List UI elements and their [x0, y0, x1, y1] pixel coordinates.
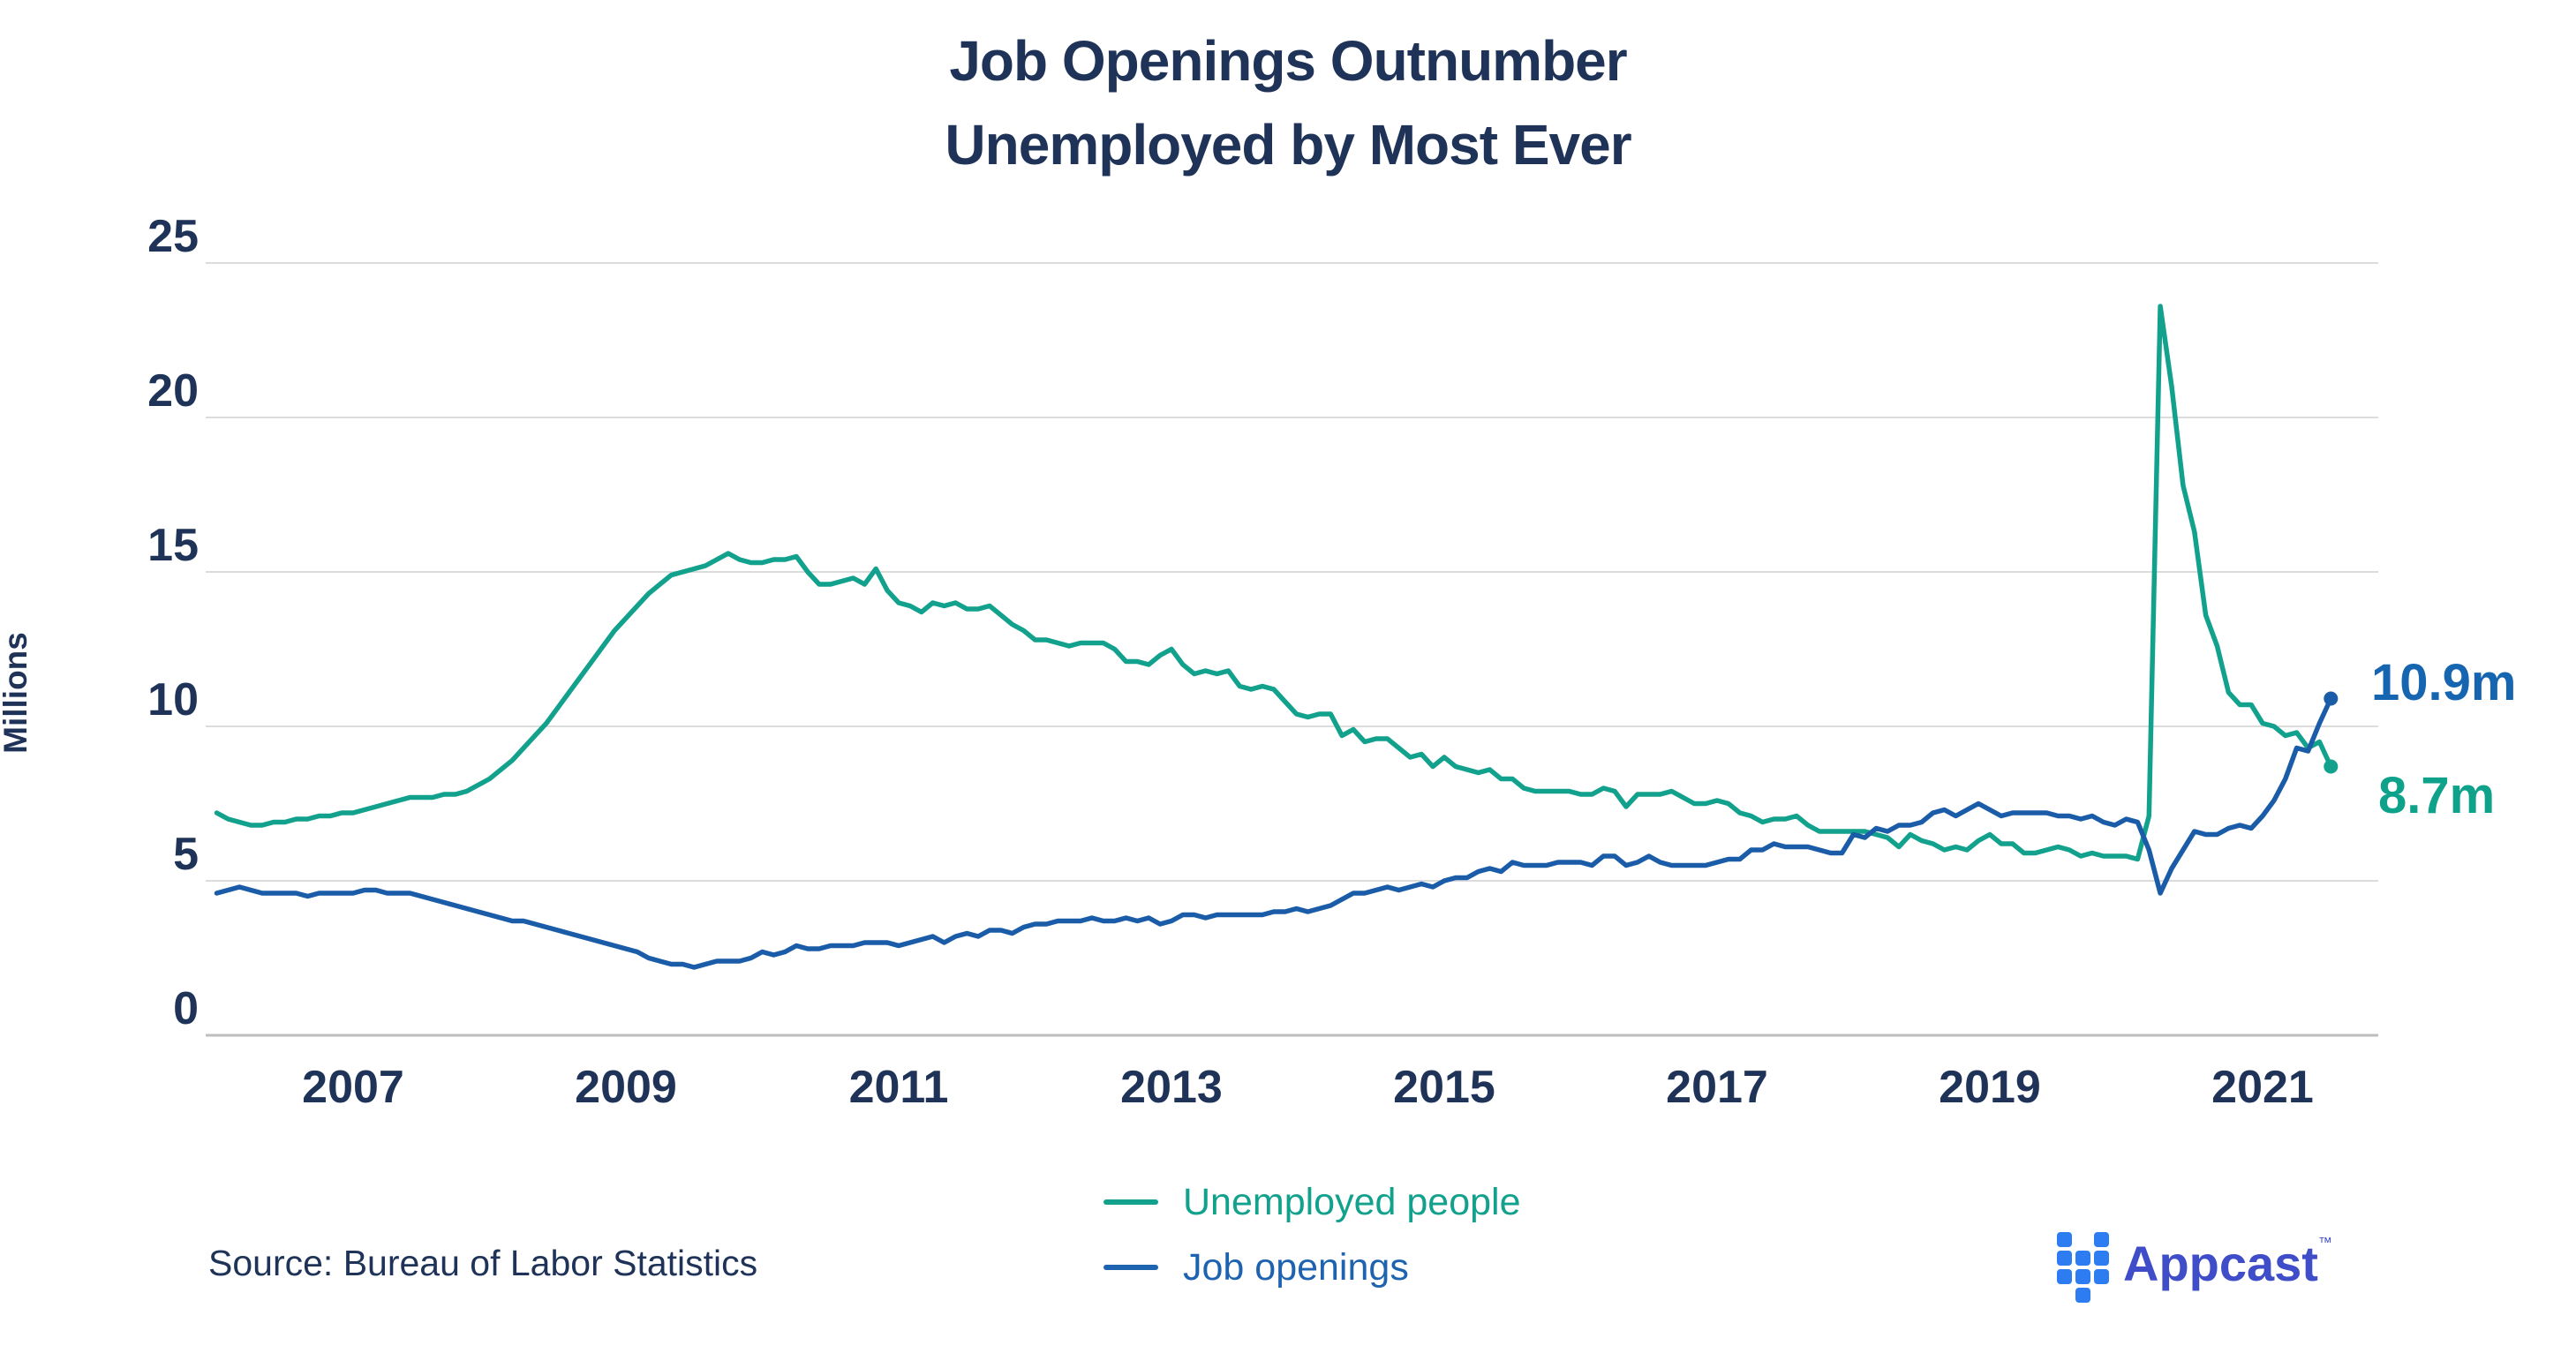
x-tick-2011: 2011	[848, 1062, 949, 1113]
y-tick-10: 10	[147, 674, 199, 725]
x-tick-2007: 2007	[302, 1062, 404, 1113]
legend-label-openings: Job openings	[1183, 1245, 1409, 1289]
y-tick-25: 25	[147, 211, 199, 262]
trademark-symbol: ™	[2317, 1236, 2332, 1251]
x-tick-2021: 2021	[2211, 1062, 2314, 1113]
y-tick-5: 5	[173, 829, 199, 880]
chart-title-line1: Job Openings Outnumber	[949, 29, 1627, 93]
openings-end-value-label: 10.9m	[2371, 654, 2517, 711]
job-openings-line	[214, 695, 2334, 970]
x-tick-2015: 2015	[1393, 1062, 1495, 1113]
x-tick-2017: 2017	[1666, 1062, 1768, 1113]
unemployed-end-value-label: 8.7m	[2378, 767, 2496, 824]
unemployed-end-dot	[2324, 759, 2339, 774]
unemployed-line-swatch	[1103, 1199, 1158, 1205]
unemployed-people-line	[214, 304, 2334, 862]
source-attribution: Source: Bureau of Labor Statistics	[208, 1243, 758, 1283]
x-tick-2013: 2013	[1120, 1062, 1223, 1113]
appcast-logo-mark-icon	[2057, 1232, 2109, 1303]
y-tick-0: 0	[173, 983, 199, 1034]
openings-end-dot	[2324, 691, 2339, 706]
legend-item-unemployed: Unemployed people	[1103, 1179, 1521, 1225]
y-tick-20: 20	[147, 365, 199, 417]
chart-title-line2: Unemployed by Most Ever	[945, 113, 1631, 177]
legend: Unemployed people Job openings	[1103, 1179, 1521, 1310]
y-axis-title-text: Millions	[0, 632, 34, 754]
x-tick-2009: 2009	[575, 1062, 677, 1113]
legend-label-unemployed: Unemployed people	[1183, 1180, 1521, 1223]
y-tick-15: 15	[147, 520, 199, 571]
legend-item-openings: Job openings	[1103, 1244, 1521, 1290]
x-tick-2019: 2019	[1939, 1062, 2041, 1113]
openings-line-swatch	[1103, 1265, 1158, 1270]
appcast-logo: Appcast™	[2057, 1230, 2332, 1303]
chart-title: Job Openings Outnumber Unemployed by Mos…	[0, 19, 2576, 187]
appcast-wordmark: Appcast™	[2123, 1236, 2332, 1291]
